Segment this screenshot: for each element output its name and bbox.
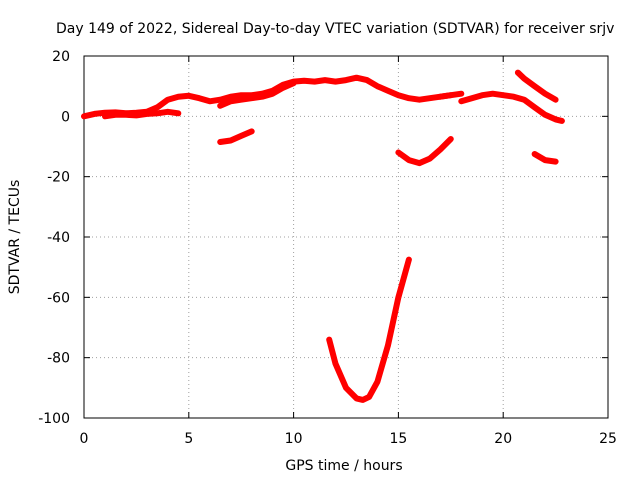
x-tick-label: 0: [80, 431, 89, 447]
x-axis-label: GPS time / hours: [285, 458, 402, 474]
grid-lines: [84, 56, 608, 418]
x-tick-label: 5: [184, 431, 193, 447]
series-arc-4: [217, 128, 255, 145]
x-tick-label: 15: [389, 431, 407, 447]
x-tick-label: 20: [494, 431, 512, 447]
series-arc-10: [326, 256, 412, 403]
series-arc-3: [102, 108, 182, 120]
y-tick-label: -60: [47, 290, 70, 306]
series-arc-5: [395, 136, 454, 167]
y-tick-label: -80: [47, 351, 70, 367]
chart-title: Day 149 of 2022, Sidereal Day-to-day VTE…: [56, 21, 614, 37]
y-tick-label: 0: [61, 109, 70, 125]
y-tick-label: -20: [47, 170, 70, 186]
series-arc-2: [217, 80, 297, 109]
x-tick-label: 10: [285, 431, 303, 447]
y-axis-label: SDTVAR / TECUs: [7, 180, 23, 295]
y-tick-label: 20: [52, 49, 70, 65]
series-arc-7: [458, 90, 565, 124]
y-tick-label: -40: [47, 230, 70, 246]
y-tick-label: -100: [38, 411, 70, 427]
series-layer: [81, 69, 565, 403]
series-arc-6: [437, 90, 465, 100]
series-arc-8: [514, 69, 559, 103]
series-arc-9: [531, 151, 559, 165]
axis-ticks: 0 5 10 15 20 25 -100 -80 -60 -40 -20 0 20: [38, 49, 617, 447]
x-tick-label: 25: [599, 431, 617, 447]
